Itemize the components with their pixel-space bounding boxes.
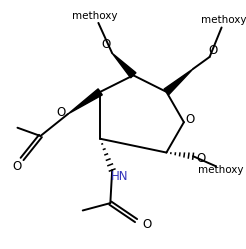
Text: O: O <box>56 106 65 119</box>
Text: O: O <box>186 113 195 126</box>
Text: O: O <box>12 160 21 173</box>
Text: HN: HN <box>111 170 128 183</box>
Text: O: O <box>209 44 218 57</box>
Text: O: O <box>101 38 110 51</box>
Polygon shape <box>164 69 193 95</box>
Text: methoxy: methoxy <box>198 165 243 175</box>
Text: methoxy: methoxy <box>72 11 117 21</box>
Text: methoxy: methoxy <box>201 15 246 25</box>
Text: O: O <box>142 218 152 231</box>
Text: O: O <box>197 152 206 165</box>
Polygon shape <box>112 53 136 78</box>
Polygon shape <box>68 89 102 114</box>
